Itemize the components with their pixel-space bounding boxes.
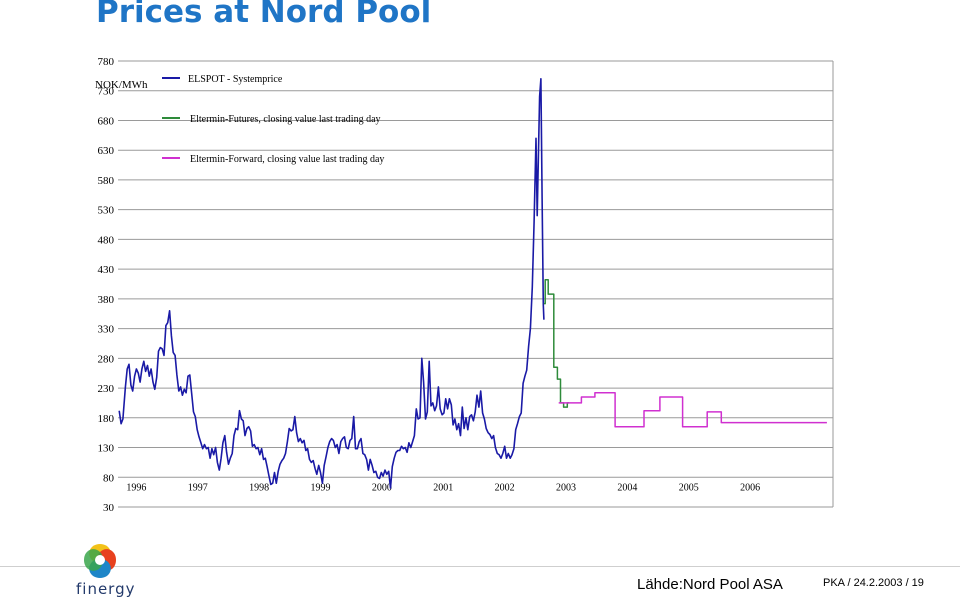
legend-label-0: ELSPOT - Systemprice — [188, 74, 283, 85]
source-note: Lähde:Nord Pool ASA — [637, 576, 783, 593]
legend-label-2: Eltermin-Forward, closing value last tra… — [190, 154, 384, 165]
page-title: Prices at Nord Pool — [96, 0, 432, 30]
y-axis-ticks: 30 80 130 180 230 280 330 380 430 480 530 580 630 680… — [98, 56, 115, 514]
legend-label-1: Eltermin-Futures, closing value last tra… — [190, 114, 381, 125]
chart-grid — [118, 60, 834, 508]
finergy-logo-icon — [84, 544, 116, 578]
y-tick-label: 330 — [98, 324, 115, 336]
x-tick-label: 1997 — [188, 482, 208, 493]
x-axis-ticks: 1996 1997 1998 1999 2000 2001 2002 2003 2004 2005… — [126, 482, 760, 493]
y-tick-label: 530 — [98, 205, 115, 217]
x-tick-label: 2005 — [679, 482, 699, 493]
footer-divider — [0, 566, 960, 567]
x-tick-label: 2006 — [740, 482, 760, 493]
x-tick-label: 1996 — [126, 482, 146, 493]
y-tick-label: 730 — [98, 86, 115, 98]
logo-wordmark: finergy — [76, 580, 136, 598]
y-tick-label: 80 — [103, 472, 115, 484]
chart-legend: ELSPOT - Systemprice Eltermin-Futures, cl… — [162, 74, 384, 165]
y-tick-label: 630 — [98, 145, 115, 157]
y-tick-label: 230 — [98, 383, 115, 395]
y-tick-label: 130 — [98, 443, 115, 455]
y-tick-label: 380 — [98, 294, 115, 306]
y-tick-label: 580 — [98, 175, 115, 187]
x-tick-label: 2004 — [617, 482, 637, 493]
y-tick-label: 480 — [98, 234, 115, 246]
y-tick-label: 680 — [98, 115, 115, 127]
x-tick-label: 2003 — [556, 482, 576, 493]
y-tick-label: 30 — [103, 502, 115, 514]
x-tick-label: 1999 — [311, 482, 331, 493]
series-line-1 — [543, 279, 570, 408]
y-tick-label: 180 — [98, 413, 115, 425]
x-tick-label: 1998 — [249, 482, 269, 493]
y-tick-label: 430 — [98, 264, 115, 276]
y-tick-label: 280 — [98, 353, 115, 365]
chart-series — [118, 78, 827, 489]
series-line-2 — [558, 392, 827, 428]
price-chart: 30 80 130 180 230 280 330 380 430 480 530 580 630 680… — [95, 56, 834, 514]
y-axis-label: NOK/MWh — [95, 79, 148, 91]
x-tick-label: 2001 — [433, 482, 453, 493]
y-tick-label: 780 — [98, 56, 115, 68]
x-tick-label: 2000 — [372, 482, 392, 493]
page-number: PKA / 24.2.2003 / 19 — [823, 577, 924, 589]
series-line-0 — [118, 78, 545, 489]
x-tick-label: 2002 — [495, 482, 515, 493]
